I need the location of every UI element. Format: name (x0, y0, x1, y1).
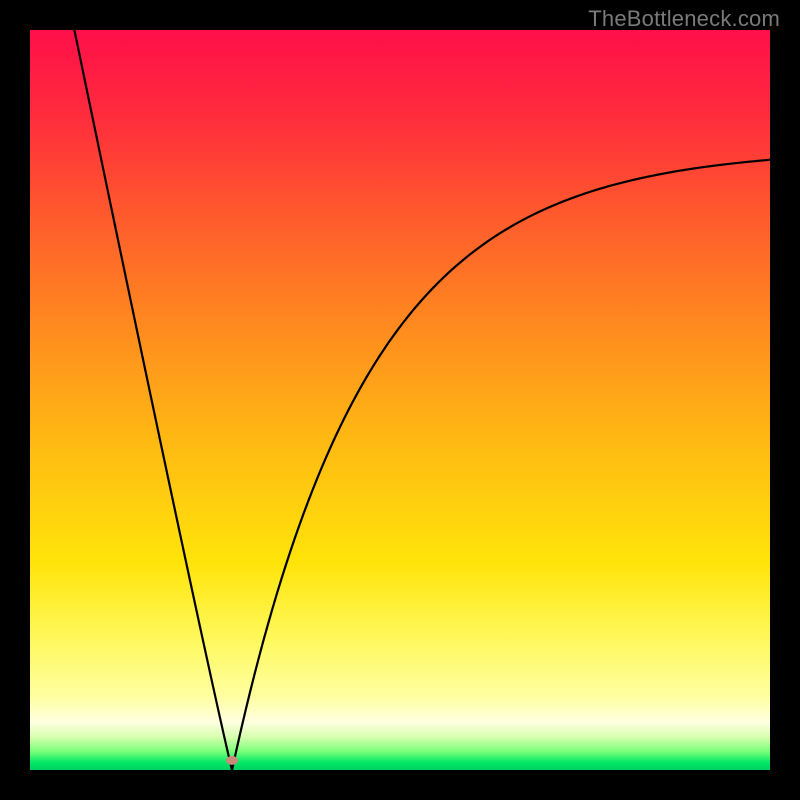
chart-background (30, 30, 770, 770)
optimal-point-marker (226, 756, 238, 765)
bottleneck-chart (30, 30, 770, 770)
watermark-text: TheBottleneck.com (588, 6, 780, 32)
